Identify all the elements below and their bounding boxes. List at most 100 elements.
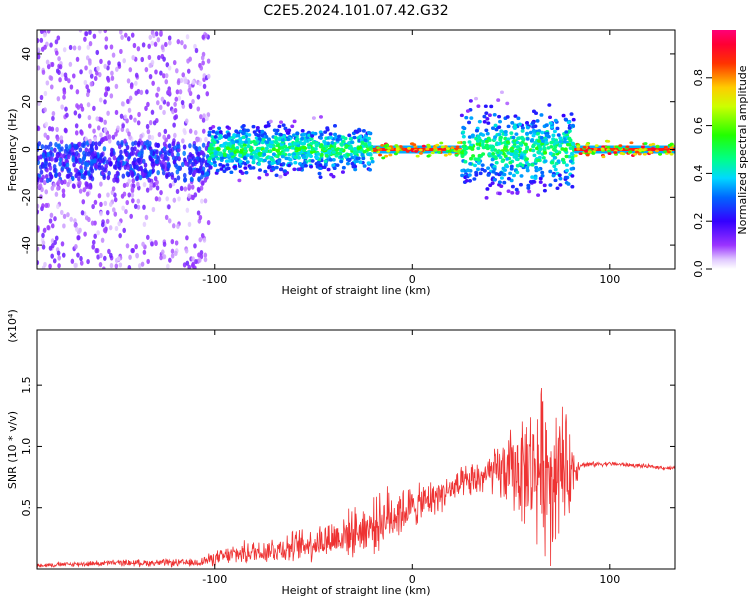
spectrogram-cell	[476, 104, 481, 108]
spectrogram-cell	[68, 61, 73, 67]
spectrogram-cell	[407, 146, 412, 150]
spectrogram-cell	[520, 136, 525, 141]
spectrogram-cell	[532, 153, 537, 158]
spectrogram-cell	[118, 233, 122, 239]
spectrogram-cell	[153, 239, 158, 246]
spectrogram-cell	[138, 175, 143, 181]
spectrogram-cell	[553, 178, 558, 183]
spectrogram-cell	[164, 155, 168, 161]
spectrogram-cell	[104, 90, 109, 97]
spectrogram-cell	[174, 96, 179, 102]
spectrogram-cell	[50, 126, 55, 132]
spectrogram-cell	[210, 153, 215, 158]
spectrogram-cell	[280, 138, 285, 142]
spectrogram-cell	[99, 181, 103, 187]
spectrogram-cell	[482, 168, 487, 173]
spectrogram-cell	[94, 145, 99, 151]
spectrogram-cell	[643, 142, 648, 145]
spectrogram-cell	[355, 156, 360, 161]
spectrogram-cell	[519, 155, 524, 160]
spectrogram-cell	[50, 253, 54, 259]
spectrogram-cell	[350, 140, 355, 145]
spectrogram-cell	[109, 252, 113, 258]
spectrogram-cell	[84, 215, 89, 221]
spectrogram-cell	[239, 144, 244, 149]
spectrogram-cell	[200, 55, 205, 61]
spectrogram-cell	[96, 125, 101, 131]
spectrogram-cell	[223, 134, 228, 138]
spectrogram-cell	[112, 164, 117, 170]
spectrogram-cell	[42, 32, 47, 38]
spectrogram-cell	[614, 145, 619, 149]
spectrogram-cell	[203, 252, 208, 258]
spectrogram-cell	[468, 99, 473, 103]
spectrogram-cell	[339, 155, 344, 159]
spectrogram-cell	[95, 70, 99, 76]
spectrogram-cell	[125, 118, 129, 124]
spectrogram-cell	[255, 125, 260, 130]
spectrogram-cell	[281, 135, 286, 139]
spectrogram-cell	[621, 152, 626, 156]
spectrogram-cell	[219, 167, 224, 171]
spectrogram-cell	[317, 171, 322, 176]
spectrogram-cell	[316, 152, 321, 156]
spectrogram-cell	[570, 184, 575, 189]
spectrogram-cell	[164, 41, 168, 48]
spectrogram-cell	[110, 70, 114, 76]
spectrogram-cell	[150, 135, 155, 141]
spectrogram-cell	[85, 91, 90, 98]
spectrogram-cell	[50, 61, 55, 68]
spectrogram-cell	[161, 170, 166, 176]
spectrogram-cell	[200, 180, 205, 186]
spectrogram-cell	[205, 115, 209, 122]
spectrogram-cell	[164, 214, 169, 220]
spectrogram-cell	[483, 145, 488, 150]
spectrogram-cell	[98, 262, 103, 268]
spectrogram-cell	[498, 119, 503, 124]
spectrogram-cell	[110, 147, 114, 153]
spectrogram-cell	[268, 119, 273, 124]
spectrogram-cell	[77, 141, 82, 147]
spectrogram-cell	[43, 261, 47, 268]
chart-title: C2E5.2024.101.07.42.G32	[263, 3, 448, 19]
spectrogram-cell	[342, 153, 347, 158]
spectrogram-cell	[191, 79, 196, 85]
spectrogram-cell	[295, 131, 300, 135]
spectrogram-cell	[162, 134, 166, 140]
spectrogram-cell	[531, 121, 536, 125]
spectrogram-cell	[130, 32, 135, 38]
spectrogram-cell	[152, 32, 156, 39]
spectrogram-cell	[457, 141, 462, 145]
spectrogram-cell	[188, 152, 193, 158]
spectrogram-cell	[569, 112, 574, 116]
spectrogram-cell	[90, 220, 95, 226]
spectrogram-cell	[125, 243, 130, 249]
spectrogram-cell	[74, 157, 79, 163]
spectrogram-cell	[568, 146, 573, 150]
spectrogram-cell	[585, 153, 590, 157]
spectrogram-cell	[528, 130, 533, 135]
spectrogram-cell	[300, 136, 305, 141]
spectrogram-cell	[148, 155, 153, 161]
spectrogram-cell	[91, 203, 95, 210]
spectrogram-cell	[63, 72, 68, 78]
spectrogram-cell	[243, 166, 248, 170]
spectrogram-cell	[130, 192, 135, 198]
spectrogram-cell	[515, 140, 520, 145]
spectrogram-cell	[157, 196, 162, 202]
spectrogram-cell	[114, 109, 119, 116]
spectrogram-cell	[277, 159, 282, 164]
spectrogram-cell	[97, 193, 102, 199]
spectrogram-cell	[177, 95, 182, 101]
spectrogram-cell	[131, 55, 136, 61]
spectrogram-panel: -100 0 100 -40 -20 0 20 40 Height of straight …	[6, 29, 676, 297]
spectrogram-cell	[323, 159, 328, 164]
spectrogram-cell	[165, 196, 170, 202]
spectrogram-cell	[111, 134, 116, 140]
spectrogram-cell	[56, 250, 61, 256]
spectrogram-cell	[455, 145, 460, 149]
spectrogram-cell	[487, 113, 492, 118]
spectrogram-cell	[167, 65, 172, 71]
spectrogram-cell	[83, 231, 87, 237]
spectrogram-cell	[148, 120, 153, 126]
